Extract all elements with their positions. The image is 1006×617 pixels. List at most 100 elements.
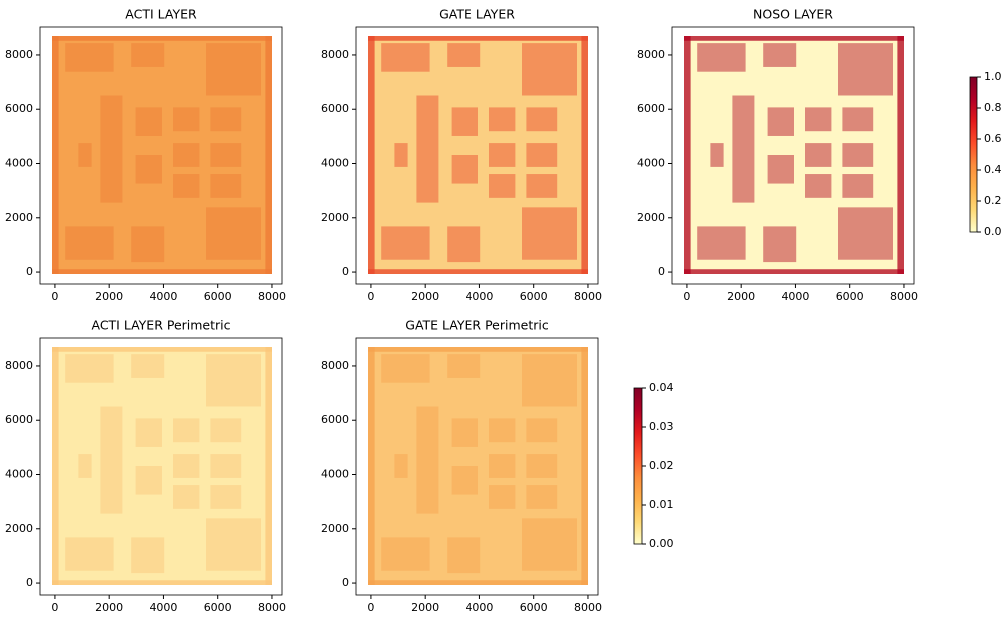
plot-frame	[355, 337, 599, 596]
x-tick-label: 2000	[727, 290, 755, 303]
heatmap-block	[52, 36, 272, 41]
x-tick-label: 2000	[411, 601, 439, 614]
heatmap-block	[206, 207, 261, 260]
x-tick-label: 0	[51, 290, 58, 303]
heatmap-block	[447, 226, 481, 263]
x-tick-label: 4000	[465, 601, 493, 614]
heatmap-block	[838, 207, 893, 260]
y-tick-label: 0	[342, 576, 349, 589]
heatmap-block	[394, 143, 408, 167]
heatmap-block	[173, 485, 200, 509]
x-tick-label: 4000	[781, 290, 809, 303]
heatmap-block	[368, 347, 375, 585]
colorbar	[633, 387, 643, 545]
y-tick-label: 8000	[321, 359, 349, 372]
heatmap-block	[451, 466, 478, 495]
heatmap-block	[206, 43, 261, 96]
heatmap-block	[135, 107, 162, 136]
colorbar-tick-label: 0.00	[649, 537, 674, 550]
heatmap-block	[381, 43, 430, 72]
x-tick-label: 2000	[95, 601, 123, 614]
y-tick-label: 0	[658, 265, 665, 278]
y-tick-label: 8000	[5, 48, 33, 61]
heatmap-block	[526, 174, 558, 198]
heatmap-block	[447, 537, 481, 574]
heatmap-block	[131, 537, 165, 574]
y-tick-label: 0	[26, 576, 33, 589]
heatmap-block	[65, 226, 114, 260]
heatmap-block	[489, 418, 516, 443]
colorbar-tick-label: 0.6	[984, 132, 1002, 145]
heatmap-block	[368, 347, 588, 352]
y-tick-label: 4000	[321, 468, 349, 481]
heatmap-block	[522, 354, 577, 407]
heatmap-block	[210, 174, 242, 198]
heatmap-block	[210, 107, 242, 132]
x-tick-label: 0	[367, 290, 374, 303]
plot-frame	[671, 26, 915, 285]
y-tick-label: 6000	[637, 102, 665, 115]
x-tick-label: 4000	[465, 290, 493, 303]
heatmap-block	[78, 454, 92, 478]
heatmap-block	[131, 43, 165, 67]
y-tick-label: 4000	[321, 157, 349, 170]
heatmap-image	[52, 36, 272, 274]
heatmap-block	[526, 107, 558, 132]
heatmap-block	[451, 155, 478, 184]
plot-frame	[39, 26, 283, 285]
x-tick-label: 8000	[574, 601, 602, 614]
x-tick-label: 2000	[411, 290, 439, 303]
heatmap-block	[381, 354, 430, 383]
heatmap-block	[368, 36, 588, 41]
heatmap-block	[65, 537, 114, 571]
y-tick-label: 8000	[321, 48, 349, 61]
colorbar-tick-label: 1.0	[984, 70, 1002, 83]
heatmap-image	[684, 36, 904, 274]
y-tick-label: 6000	[321, 413, 349, 426]
y-tick-label: 2000	[321, 211, 349, 224]
y-tick-label: 6000	[5, 413, 33, 426]
x-tick-label: 6000	[520, 601, 548, 614]
heatmap-block	[447, 43, 481, 67]
y-tick-label: 8000	[5, 359, 33, 372]
heatmap-block	[265, 347, 272, 585]
x-tick-label: 6000	[836, 290, 864, 303]
heatmap-block	[763, 226, 797, 263]
y-tick-label: 2000	[637, 211, 665, 224]
heatmap-block	[52, 347, 59, 585]
heatmap-block	[173, 107, 200, 132]
colorbar	[969, 76, 978, 233]
heatmap-block	[710, 143, 724, 167]
heatmap-block	[368, 580, 588, 585]
heatmap-block	[526, 454, 558, 478]
chart-title: ACTI LAYER	[125, 7, 197, 22]
heatmap-block	[767, 107, 794, 136]
x-tick-label: 6000	[204, 290, 232, 303]
y-tick-label: 4000	[5, 157, 33, 170]
heatmap-block	[489, 174, 516, 198]
heatmap-block	[838, 43, 893, 96]
heatmap-block	[842, 143, 874, 167]
heatmap-block	[526, 143, 558, 167]
x-tick-label: 2000	[95, 290, 123, 303]
heatmap-block	[210, 485, 242, 509]
heatmap-block	[451, 418, 478, 447]
heatmap-block	[131, 226, 165, 263]
heatmap-block	[451, 107, 478, 136]
heatmap-block	[526, 485, 558, 509]
heatmap-block	[489, 485, 516, 509]
heatmap-block	[65, 354, 114, 383]
heatmap-block	[842, 107, 874, 132]
y-tick-label: 6000	[5, 102, 33, 115]
y-tick-label: 4000	[637, 157, 665, 170]
y-tick-label: 8000	[637, 48, 665, 61]
heatmap-block	[100, 95, 123, 203]
x-tick-label: 8000	[890, 290, 918, 303]
heatmap-block	[732, 95, 755, 203]
chart-title: GATE LAYER Perimetric	[405, 318, 549, 333]
heatmap-block	[65, 43, 114, 72]
x-tick-label: 6000	[204, 601, 232, 614]
colorbar-tick-label: 0.0	[984, 225, 1002, 238]
heatmap-block	[381, 226, 430, 260]
